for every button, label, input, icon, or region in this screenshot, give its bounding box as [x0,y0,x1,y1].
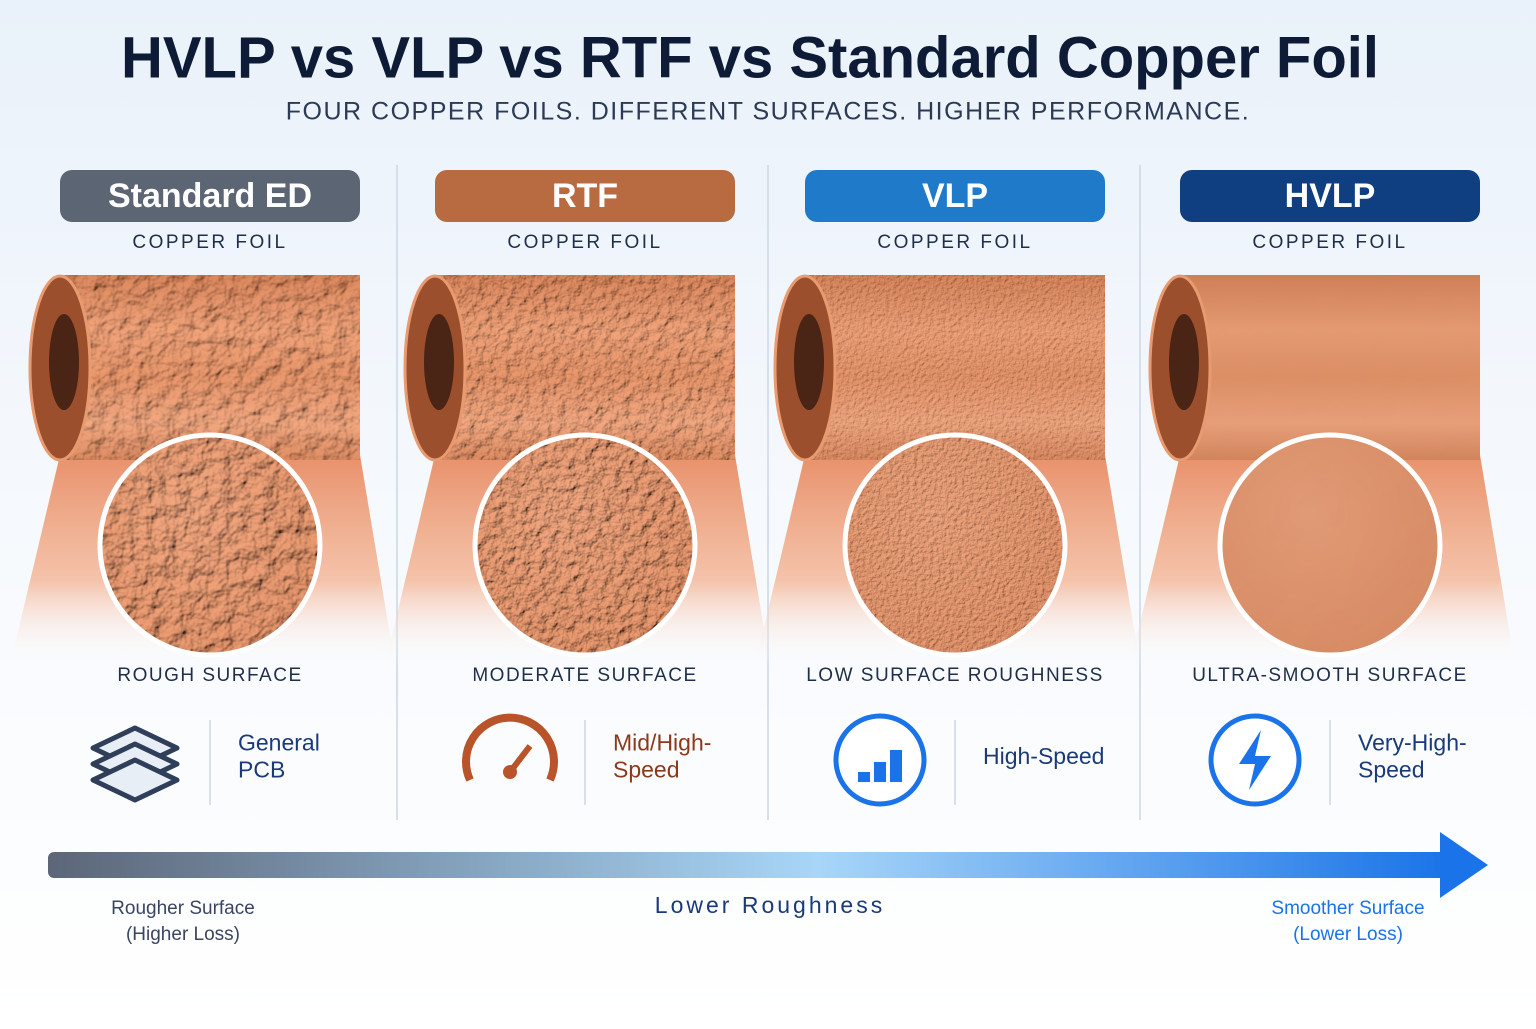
use-label: Mid/High- [613,730,711,756]
scale-right: (Lower Loss) [1293,924,1403,945]
column: VLP COPPER FOIL LOW SURFACE ROUGHNESS High-… [755,170,1140,807]
icon [1208,713,1302,807]
use-label: High-Speed [983,743,1104,769]
badge [805,170,1105,222]
use-label: Speed [1358,757,1425,783]
zoom-ring [97,432,323,658]
title: HVLP vs VLP vs RTF vs Standard Copper Fo… [121,25,1379,90]
foil-kind: COPPER FOIL [877,232,1032,253]
roll-core [49,314,79,410]
zoom-ring [472,432,698,658]
use-label: Speed [613,757,680,783]
arrow-head [1440,832,1488,898]
roll-core [1169,314,1199,410]
badge-label: RTF [552,177,618,215]
scale: Rougher Surface (Higher Loss) Lower Roughn… [111,892,1424,945]
foil-kind: COPPER FOIL [1252,232,1407,253]
roll-texture [435,275,735,460]
icon [90,725,180,803]
roll-texture [1180,275,1480,460]
badge-label: Standard ED [108,177,312,215]
surface-label: LOW SURFACE ROUGHNESS [806,665,1104,686]
zoom-ring [1217,432,1443,658]
use-label: Very-High- [1358,730,1467,756]
icon [833,713,927,807]
scale-left: (Higher Loss) [126,924,240,945]
roll-texture [805,275,1105,460]
roll-core [424,314,454,410]
use-label: PCB [238,757,285,783]
zoom-texture [1222,437,1438,653]
zoom-texture [102,437,318,653]
scale-left: Rougher Surface [111,898,255,919]
badge-label: HVLP [1285,177,1376,215]
surface-label: ROUGH SURFACE [117,665,302,686]
scale-center: Lower Roughness [655,892,885,918]
foil-kind: COPPER FOIL [132,232,287,253]
zoom-texture [477,437,693,653]
badge [435,170,735,222]
surface-label: MODERATE SURFACE [472,665,697,686]
column: RTF COPPER FOIL MODERATE SURFACE Mid/High-S… [385,170,770,805]
zoom-ring [842,432,1068,658]
badge [1180,170,1480,222]
surface-label: ULTRA-SMOOTH SURFACE [1192,665,1468,686]
badge-label: VLP [922,177,988,215]
roll-core [794,314,824,410]
column: HVLP COPPER FOIL ULTRA-SMOOTH SURFACE Very-… [1130,170,1515,807]
zoom-texture [847,437,1063,653]
scale-arrow [48,852,1448,878]
foil-kind: COPPER FOIL [507,232,662,253]
subtitle: FOUR COPPER FOILS. DIFFERENT SURFACES. H… [286,98,1250,126]
column: Standard ED COPPER FOIL ROUGH SURFACE Gener… [10,170,395,805]
roll-texture [60,275,360,460]
scale-right: Smoother Surface [1271,898,1424,919]
badge [60,170,360,222]
use-label: General [238,730,320,756]
icon [462,713,558,782]
